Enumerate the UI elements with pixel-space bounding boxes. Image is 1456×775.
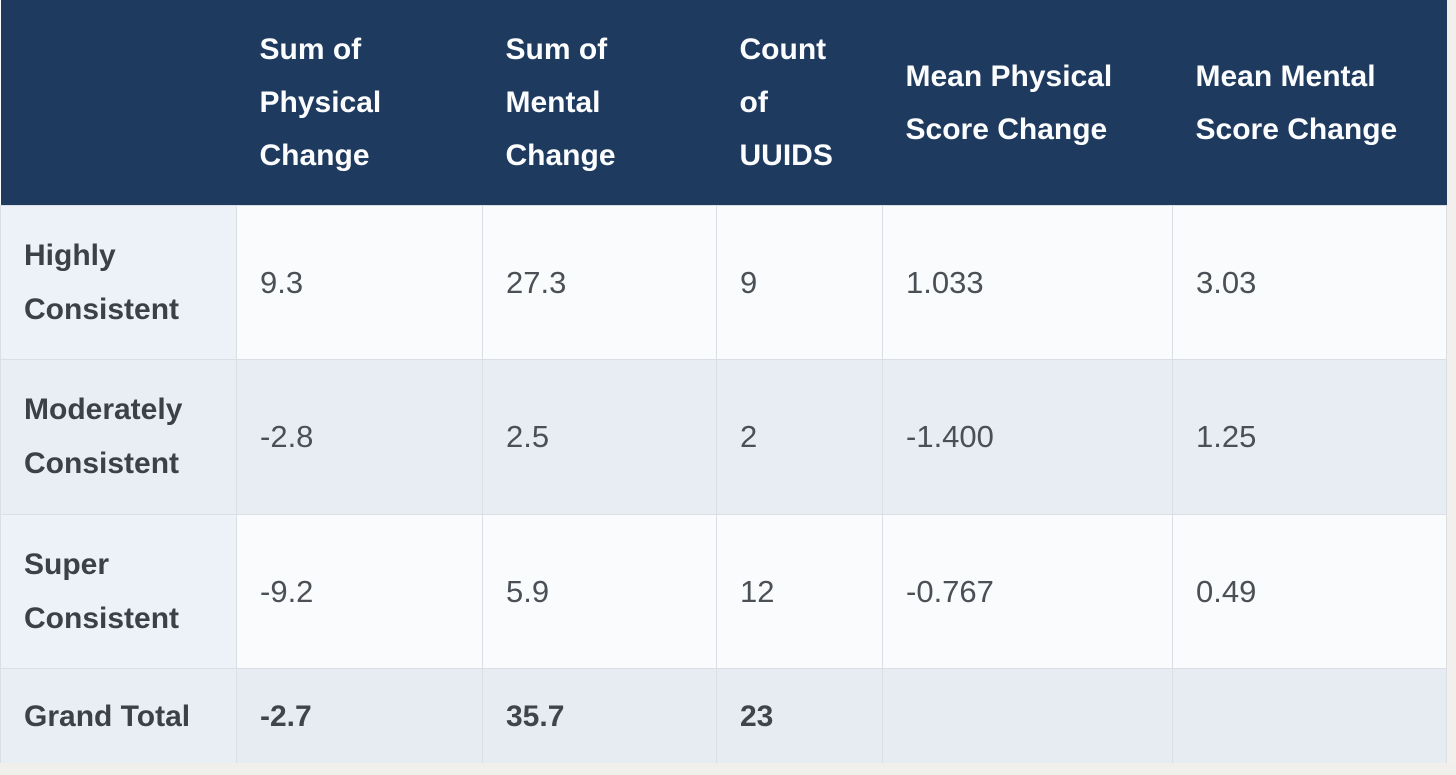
cell-moderately-mean-mental: 1.25	[1172, 359, 1447, 515]
cell-total-sum-mental: 35.7	[482, 668, 717, 767]
cell-highly-mean-mental: 3.03	[1172, 205, 1447, 360]
row-label-super-consistent: Super Consistent	[0, 514, 237, 669]
cell-super-count-uuids: 12	[716, 514, 883, 669]
cell-super-mean-mental: 0.49	[1172, 514, 1447, 669]
cell-super-mean-physical: -0.767	[882, 514, 1173, 669]
cell-super-sum-physical: -9.2	[236, 514, 483, 669]
cell-moderately-sum-mental: 2.5	[482, 359, 717, 515]
row-label-highly-consistent: Highly Consistent	[0, 205, 237, 360]
header-row: Sum of Physical Change Sum of Mental Cha…	[0, 0, 1447, 206]
header-cell-corner	[0, 0, 237, 206]
header-cell-count-of-uuids: Count of UUIDS	[716, 0, 883, 206]
cell-total-sum-physical: -2.7	[236, 668, 483, 767]
row-label-moderately-consistent: Moderately Consistent	[0, 359, 237, 515]
cell-total-mean-physical	[882, 668, 1173, 767]
header-cell-mean-physical-score-change: Mean Physical Score Change	[882, 0, 1173, 206]
row-label-grand-total: Grand Total	[0, 668, 237, 767]
cell-moderately-mean-physical: -1.400	[882, 359, 1173, 515]
header-cell-sum-mental-change: Sum of Mental Change	[482, 0, 717, 206]
cell-highly-count-uuids: 9	[716, 205, 883, 360]
cell-moderately-sum-physical: -2.8	[236, 359, 483, 515]
cell-highly-sum-physical: 9.3	[236, 205, 483, 360]
table-row-highly-consistent: Highly Consistent 9.3 27.3 9 1.033 3.03	[0, 205, 1447, 360]
cell-super-sum-mental: 5.9	[482, 514, 717, 669]
cell-total-mean-mental	[1172, 668, 1447, 767]
table-row-grand-total: Grand Total -2.7 35.7 23	[0, 668, 1447, 767]
cell-highly-sum-mental: 27.3	[482, 205, 717, 360]
table-row-super-consistent: Super Consistent -9.2 5.9 12 -0.767 0.49	[0, 514, 1447, 669]
cell-moderately-count-uuids: 2	[716, 359, 883, 515]
cell-highly-mean-physical: 1.033	[882, 205, 1173, 360]
cell-total-count-uuids: 23	[716, 668, 883, 767]
page-bottom-strip	[0, 763, 1456, 775]
header-cell-mean-mental-score-change: Mean Mental Score Change	[1172, 0, 1447, 206]
header-cell-sum-physical-change: Sum of Physical Change	[236, 0, 483, 206]
table-row-moderately-consistent: Moderately Consistent -2.8 2.5 2 -1.400 …	[0, 359, 1447, 515]
